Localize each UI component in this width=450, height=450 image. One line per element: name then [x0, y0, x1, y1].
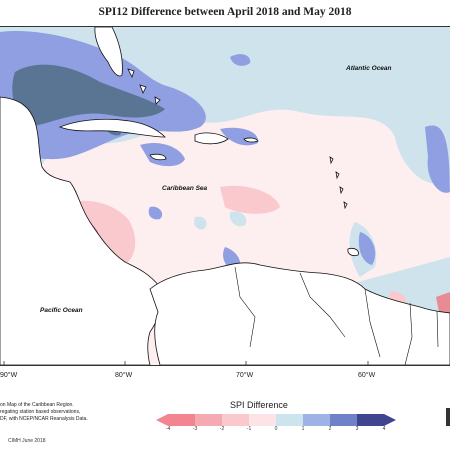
legend-segment [195, 414, 223, 426]
legend-tick-label: -4 [165, 426, 171, 432]
legend-segment [303, 414, 331, 426]
legend-tick-label: 4 [382, 426, 386, 432]
label-caribbean-sea: Caribbean Sea [162, 185, 208, 192]
land-trinidad [347, 247, 359, 257]
land-florida [94, 27, 123, 77]
land-central-america [0, 96, 163, 365]
legend-extend-min [156, 414, 168, 426]
country-borders [234, 266, 439, 365]
legend-tick-label: 1 [301, 426, 305, 432]
label-pacific-ocean: Pacific Ocean [40, 307, 83, 314]
description-line-3: DF, with NCEP/NCAR Reanalysis Data. [0, 416, 88, 422]
legend-colorbar [156, 413, 396, 431]
land-antilles-3 [339, 186, 344, 195]
legend-segment [249, 414, 277, 426]
spi-map-canvas [0, 27, 450, 365]
map-ticks [3, 361, 369, 365]
legend-bar [156, 414, 396, 426]
legend-tick-label: 3 [355, 426, 359, 432]
legend-extend-max [384, 414, 396, 426]
legend-tick-label: 0 [274, 426, 278, 432]
label-atlantic-ocean: Atlantic Ocean [346, 65, 392, 72]
lon-label-90w: 90°W [0, 372, 18, 379]
description-line-2: regating station based observations, [0, 409, 81, 415]
land-antilles-2 [335, 171, 340, 180]
legend-tick-label: -3 [192, 426, 198, 432]
credit-text: CIMH June 2018 [8, 438, 46, 444]
legend-segment [357, 414, 385, 426]
legend-tick-label: 2 [328, 426, 332, 432]
land-antilles-4 [343, 201, 348, 210]
legend-segment [330, 414, 358, 426]
map-description: on Map of the Caribbean Region. regating… [0, 402, 88, 423]
legend-segment [222, 414, 250, 426]
land-cuba [58, 118, 166, 138]
description-line-1: on Map of the Caribbean Region. [0, 402, 74, 408]
edge-logo [446, 408, 450, 426]
map-title: SPI12 Difference between April 2018 and … [98, 6, 352, 18]
land-hispaniola [194, 132, 229, 145]
land-antilles-1 [329, 156, 334, 165]
land-puerto-rico [243, 137, 259, 143]
land-bahamas-3 [154, 96, 161, 105]
legend-segment [276, 414, 304, 426]
land-bahamas-1 [127, 68, 135, 79]
lon-label-60w: 60°W [358, 372, 376, 379]
legend-tick-label: -1 [246, 426, 252, 432]
spi-map: Atlantic Ocean Caribbean Sea Pacific Oce… [0, 26, 450, 366]
legend-tick-label: -2 [219, 426, 225, 432]
lon-label-80w: 80°W [115, 372, 133, 379]
legend-segment [168, 414, 196, 426]
land-bahamas-2 [139, 84, 147, 94]
land-jamaica [149, 153, 167, 161]
legend-title: SPI Difference [230, 400, 288, 410]
lon-label-70w: 70°W [236, 372, 254, 379]
